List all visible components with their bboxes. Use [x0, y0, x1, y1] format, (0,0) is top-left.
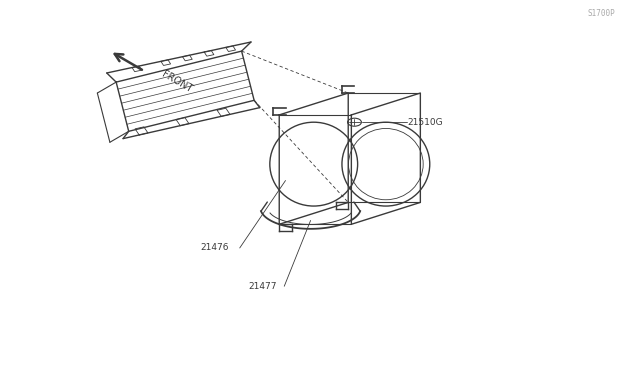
Text: 21510G: 21510G [408, 118, 444, 127]
Text: S1700P: S1700P [587, 9, 615, 18]
Text: 21477: 21477 [248, 282, 276, 291]
Text: 21476: 21476 [201, 244, 229, 253]
Text: FRONT: FRONT [160, 70, 194, 95]
